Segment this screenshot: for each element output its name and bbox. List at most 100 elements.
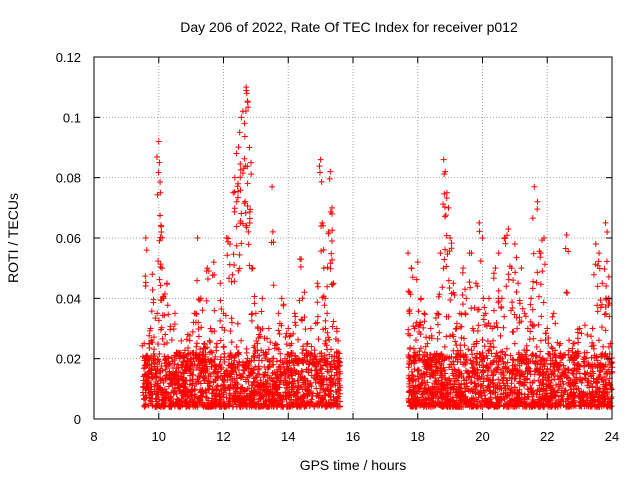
data-point [167,326,174,333]
grid [94,57,612,419]
data-point [215,375,222,382]
data-point [475,322,482,329]
data-point [195,378,202,385]
data-point [595,258,602,265]
data-point [210,259,217,266]
data-point [233,150,240,157]
data-point [291,366,298,373]
data-point [551,376,558,383]
data-point [226,353,233,360]
data-point [207,339,214,346]
data-point [528,385,535,392]
data-point [588,333,595,340]
data-point [291,391,298,398]
data-point [242,387,249,394]
data-point [512,371,519,378]
data-point [290,401,297,408]
data-point [270,282,277,289]
data-point [317,380,324,387]
data-point [319,219,326,226]
data-point [440,156,447,163]
data-point [321,302,328,309]
data-point [250,375,257,382]
data-point [502,352,509,359]
data-point [159,402,166,409]
data-point [227,392,234,399]
data-point [535,321,542,328]
data-point [208,359,215,366]
data-point [229,377,236,384]
data-point [289,378,296,385]
data-point [245,372,252,379]
data-point [194,235,201,241]
data-point [407,387,414,394]
data-point [270,355,277,362]
data-point [217,356,224,363]
data-point [462,310,469,317]
data-point [153,396,160,403]
data-point [320,265,327,272]
data-point [277,368,284,375]
data-point [442,212,449,219]
data-point [305,366,312,373]
data-point [415,308,422,315]
data-point [188,392,195,399]
data-point [267,381,274,388]
data-point [421,310,428,317]
data-point [229,403,236,410]
data-point [494,383,501,390]
data-point [231,278,238,285]
data-point [273,358,280,365]
data-point [159,396,166,403]
data-point [233,223,240,230]
data-point [237,398,244,405]
data-point [273,379,280,386]
data-point [509,328,516,335]
data-point [233,198,240,205]
data-point [461,342,468,349]
data-point [143,247,150,254]
data-point [214,382,221,389]
data-point [441,256,448,263]
data-point [163,339,170,346]
data-point [494,324,501,331]
data-point [194,277,201,284]
data-point [213,383,220,390]
data-point [530,250,537,257]
data-point [274,368,281,375]
data-point [292,322,299,329]
data-point [204,265,211,272]
data-point [476,219,483,226]
data-point [233,396,240,403]
data-point [299,317,306,324]
data-point [270,391,277,398]
data-point [277,364,284,371]
data-point [501,235,508,242]
data-point [415,322,422,329]
data-point [283,341,290,348]
data-point [280,361,287,368]
data-point [234,320,241,327]
data-point [221,403,228,410]
data-point [269,183,276,190]
data-point [151,346,158,353]
data-point [534,269,541,276]
data-point [405,326,412,333]
data-point [228,315,235,322]
data-point [176,355,183,362]
data-point [141,402,148,409]
data-point [602,219,609,226]
data-point [518,265,525,272]
data-point [490,275,497,282]
data-point [570,340,577,347]
data-point [279,396,286,403]
data-point [168,336,175,343]
data-point [319,294,326,301]
data-point [222,368,229,375]
data-point [267,339,274,346]
data-point [603,258,610,265]
data-point [205,373,212,380]
data-point [529,215,536,222]
data-point [314,372,321,379]
data-point [183,336,190,343]
